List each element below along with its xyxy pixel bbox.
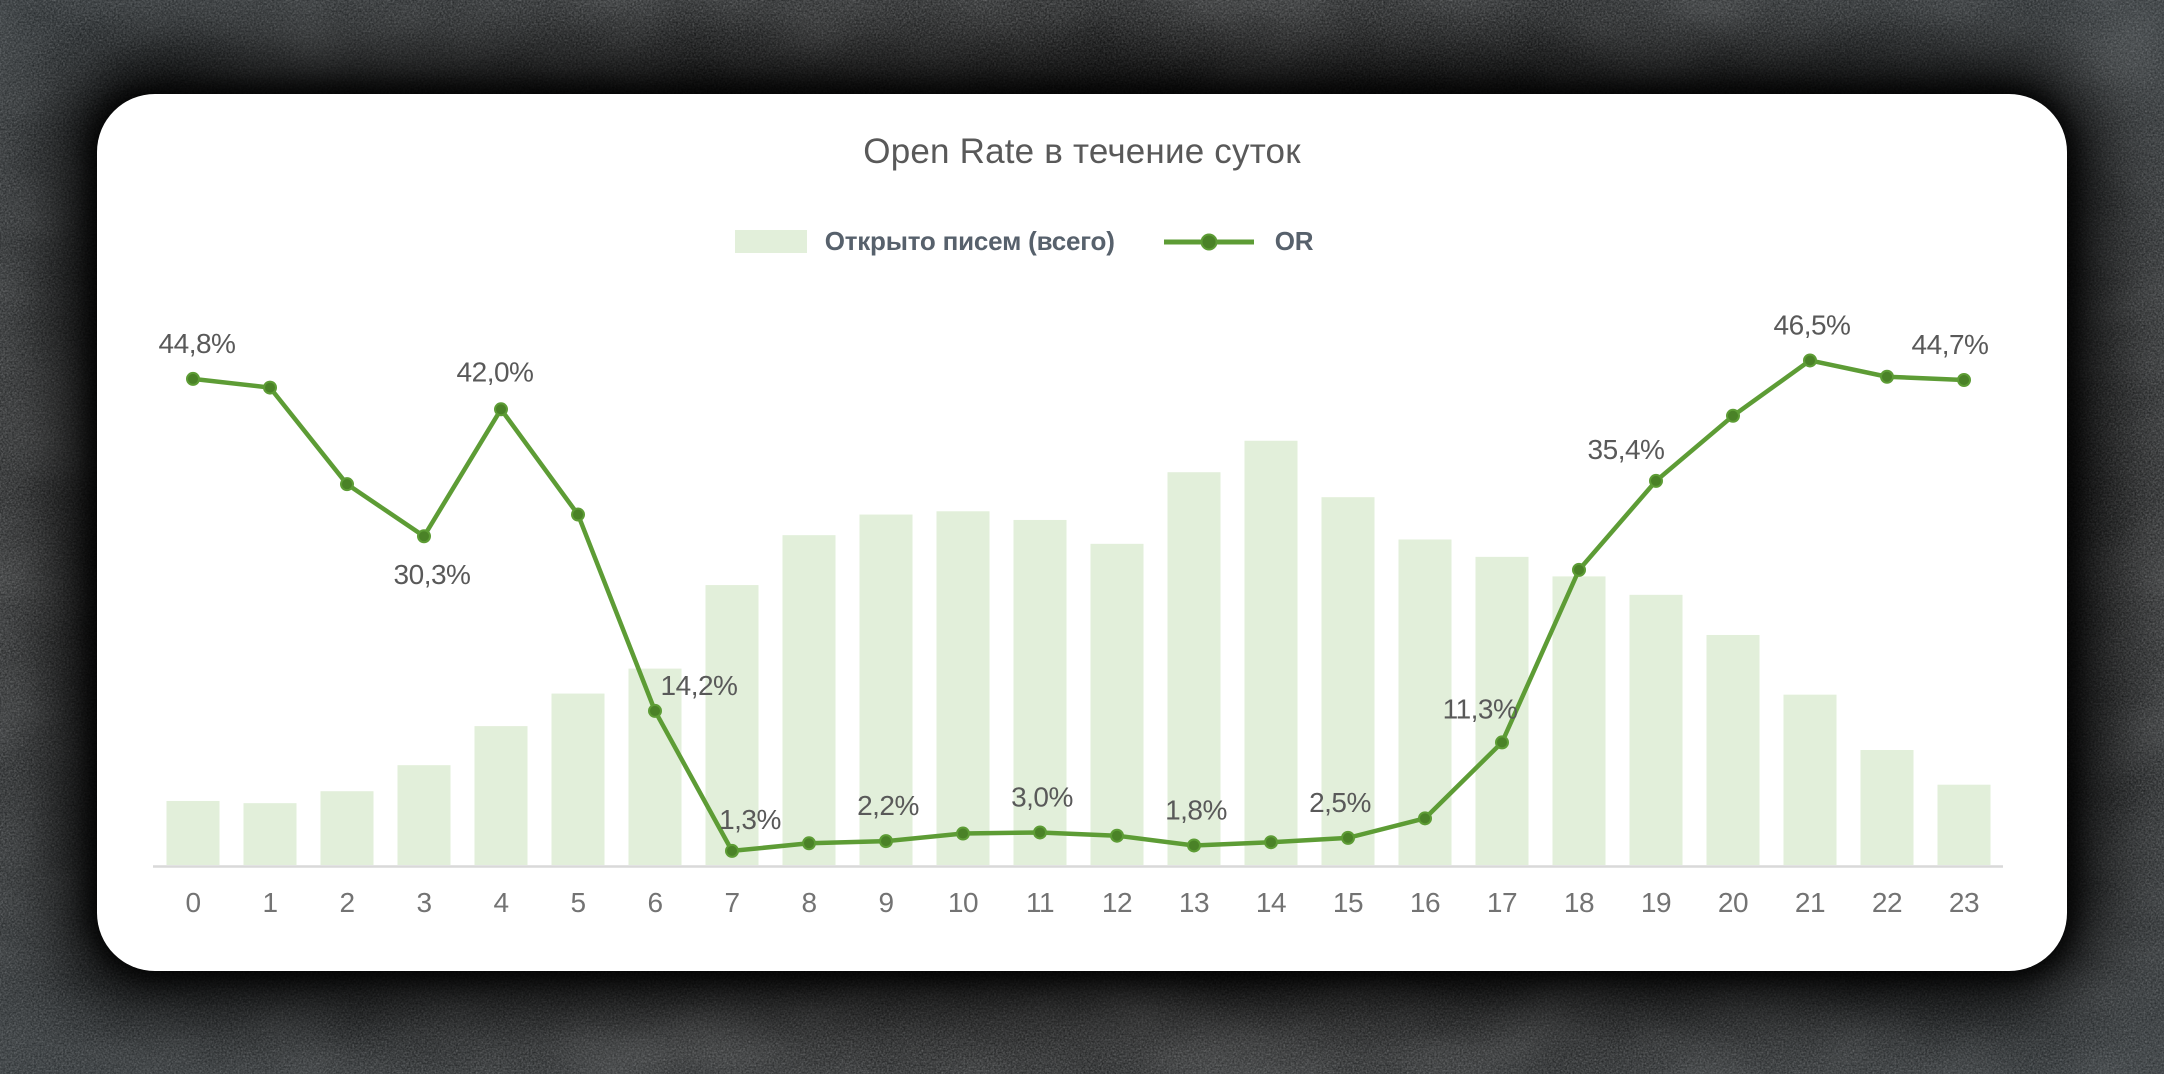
- bar-hour-22: [1860, 749, 1914, 865]
- or-data-label-hour-17: 11,3%: [1443, 693, 1518, 724]
- or-marker-hour-18: [1572, 562, 1586, 577]
- legend-label-or: OR: [1274, 226, 1314, 256]
- bar-hour-17: [1475, 556, 1529, 865]
- or-marker-hour-4: [494, 402, 508, 417]
- bar-hour-8: [782, 535, 836, 865]
- or-marker-hour-12: [1110, 828, 1124, 843]
- or-marker-hour-13: [1187, 838, 1201, 853]
- or-marker-hour-1: [263, 380, 277, 395]
- x-tick-label-15: 15: [1333, 887, 1363, 918]
- x-tick-label-2: 2: [339, 887, 354, 918]
- or-data-label-hour-19: 35,4%: [1588, 434, 1665, 465]
- or-data-label-hour-15: 2,5%: [1309, 787, 1371, 818]
- chart-legend: Открыто писем (всего) OR: [39, 226, 2009, 257]
- or-marker-hour-10: [956, 826, 970, 841]
- bar-hour-19: [1629, 594, 1683, 865]
- or-data-label-hour-11: 3,0%: [1011, 781, 1073, 812]
- or-marker-hour-7: [725, 843, 739, 858]
- x-tick-label-16: 16: [1410, 887, 1440, 918]
- bar-hour-1: [243, 803, 297, 865]
- or-line: [190, 358, 1967, 854]
- bar-hour-20: [1706, 634, 1760, 865]
- legend-item-opened-emails: Открыто писем (всего): [734, 226, 1115, 257]
- bar-hour-5: [551, 693, 605, 865]
- or-marker-hour-17: [1495, 735, 1509, 750]
- chart-card: Open Rate в течение суток Открыто писем …: [97, 94, 2067, 971]
- x-tick-label-9: 9: [878, 887, 893, 918]
- x-tick-label-7: 7: [724, 887, 739, 918]
- or-data-label-hour-0: 44,8%: [159, 328, 236, 359]
- x-tick-label-11: 11: [1026, 887, 1054, 918]
- x-tick-label-10: 10: [948, 887, 978, 918]
- bar-hour-18: [1552, 576, 1606, 865]
- or-marker-hour-14: [1264, 835, 1278, 850]
- x-tick-label-12: 12: [1102, 887, 1132, 918]
- x-tick-label-3: 3: [416, 887, 431, 918]
- or-data-label-hour-4: 42,0%: [457, 356, 534, 387]
- bar-hour-6: [628, 668, 682, 865]
- line-marker-icon: [1163, 233, 1254, 250]
- bar-swatch-icon: [734, 230, 807, 253]
- bar-hour-0: [166, 800, 220, 865]
- or-marker-hour-16: [1418, 811, 1432, 826]
- or-data-label-hour-21: 46,5%: [1774, 309, 1851, 340]
- bar-hour-10: [936, 511, 990, 865]
- x-tick-label-19: 19: [1641, 887, 1671, 918]
- bar-hour-13: [1167, 472, 1221, 865]
- x-tick-label-13: 13: [1179, 887, 1209, 918]
- bar-hour-9: [859, 514, 913, 865]
- or-marker-hour-23: [1957, 373, 1971, 388]
- or-data-label-hour-3: 30,3%: [394, 559, 471, 590]
- x-tick-label-8: 8: [801, 887, 816, 918]
- or-data-label-hour-13: 1,8%: [1165, 794, 1227, 825]
- x-tick-label-22: 22: [1872, 887, 1902, 918]
- or-marker-hour-2: [340, 477, 354, 492]
- bar-hour-4: [474, 726, 528, 865]
- bar-hour-23: [1937, 784, 1991, 865]
- x-tick-label-17: 17: [1487, 887, 1517, 918]
- or-marker-hour-22: [1880, 369, 1894, 384]
- or-marker-hour-6: [648, 703, 662, 718]
- x-tick-label-21: 21: [1795, 887, 1825, 918]
- or-marker-hour-9: [879, 834, 893, 849]
- x-tick-label-4: 4: [493, 887, 508, 918]
- x-tick-label-1: 1: [262, 887, 277, 918]
- or-data-label-hour-6: 14,2%: [661, 670, 738, 701]
- combo-chart: 44,8% 30,3% 42,0% 14,2% 1,3% 2,2% 3,0% 1,8% 2,5%…: [153, 309, 2003, 918]
- legend-item-or: OR: [1161, 226, 1314, 257]
- bar-hour-16: [1398, 539, 1452, 865]
- legend-label-opened-emails: Открыто писем (всего): [824, 226, 1115, 256]
- x-tick-label-20: 20: [1718, 887, 1748, 918]
- or-marker-hour-19: [1649, 473, 1663, 488]
- bar-hour-12: [1090, 543, 1144, 865]
- x-tick-label-14: 14: [1256, 887, 1286, 918]
- or-marker-hour-0: [186, 371, 200, 386]
- bar-hour-21: [1783, 694, 1837, 865]
- or-data-label-hour-9: 2,2%: [857, 790, 919, 821]
- or-marker-hour-11: [1033, 825, 1047, 840]
- x-tick-label-18: 18: [1564, 887, 1594, 918]
- or-marker-hour-5: [571, 507, 585, 522]
- bar-hour-2: [320, 791, 374, 865]
- x-tick-label-0: 0: [185, 887, 200, 918]
- or-marker-hour-8: [802, 836, 816, 851]
- or-marker-hour-3: [417, 529, 431, 544]
- or-data-label-hour-7: 1,3%: [719, 804, 781, 835]
- or-marker-hour-15: [1341, 830, 1355, 845]
- bar-hour-11: [1013, 519, 1067, 865]
- bar-hour-3: [397, 765, 451, 865]
- or-data-label-hour-23: 44,7%: [1912, 329, 1989, 360]
- chart-title: Open Rate в течение суток: [863, 132, 1301, 171]
- bar-hour-14: [1244, 440, 1298, 865]
- or-marker-hour-21: [1803, 353, 1817, 368]
- x-tick-label-5: 5: [570, 887, 585, 918]
- or-marker-hour-20: [1726, 408, 1740, 423]
- x-tick-label-6: 6: [647, 887, 662, 918]
- x-tick-label-23: 23: [1949, 887, 1979, 918]
- bar-hour-15: [1321, 497, 1375, 865]
